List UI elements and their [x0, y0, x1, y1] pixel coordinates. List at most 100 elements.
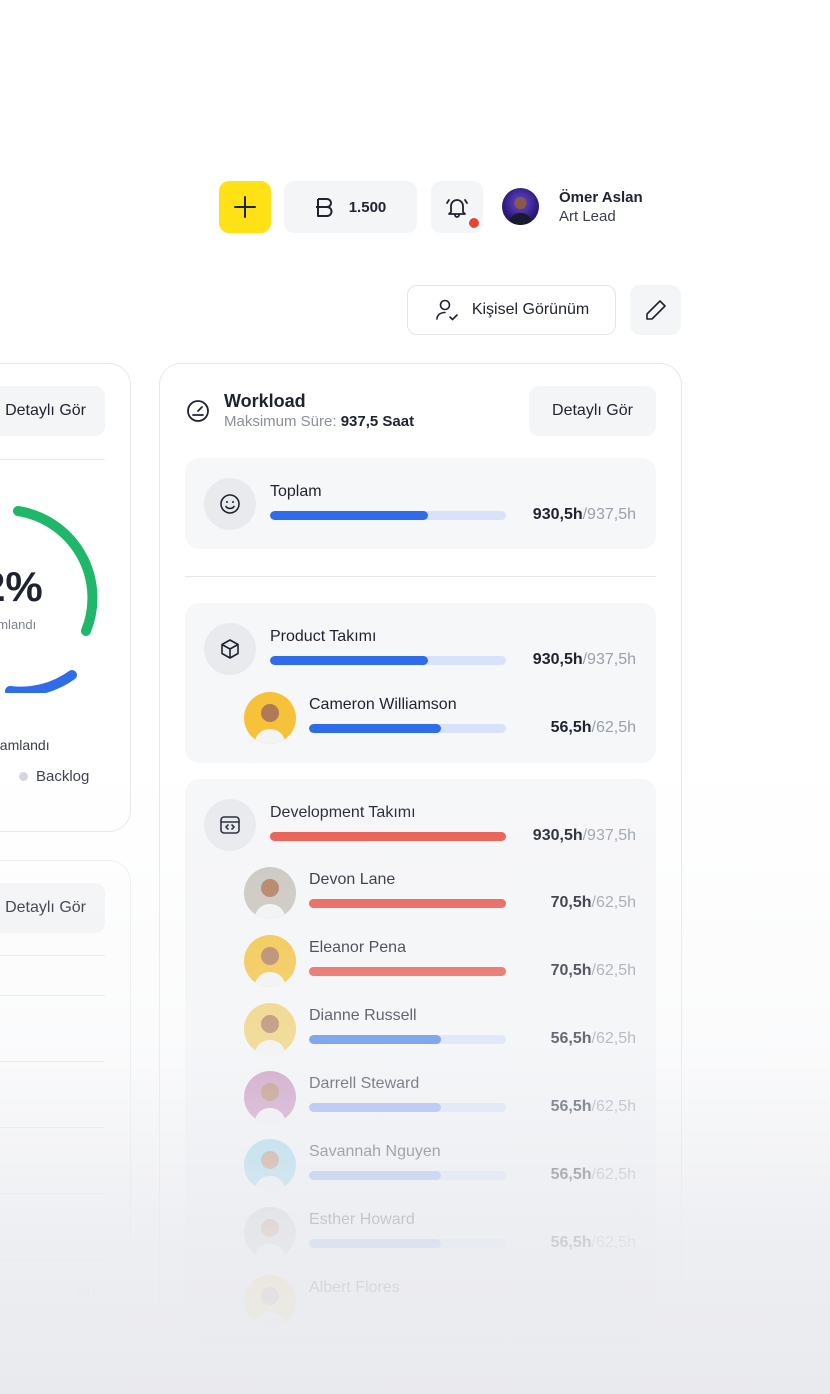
member-name: Darrell Steward — [309, 1075, 420, 1092]
member-avatar[interactable] — [244, 1003, 296, 1055]
group-progress-fill — [270, 656, 429, 665]
bell-icon — [446, 199, 468, 218]
member-avatar[interactable] — [244, 692, 296, 744]
member-avatar[interactable] — [244, 935, 296, 987]
total-progress-fill — [270, 511, 429, 520]
completion-detail-label: Detaylı Gör — [5, 402, 86, 419]
workload-detail-button[interactable]: Detaylı Gör — [529, 386, 656, 436]
coin-balance: 1.500 — [348, 198, 387, 216]
group-name-development: Development Takımı — [270, 804, 416, 821]
development-icon-circle — [204, 799, 256, 851]
member-avatar[interactable] — [244, 1275, 296, 1327]
member-hours-value: 56,5h — [550, 1234, 592, 1251]
group-hours: 930,5h/937,5h — [506, 827, 636, 845]
pencil-icon — [645, 300, 666, 320]
completion-percent: 2% — [0, 563, 43, 610]
add-button[interactable] — [219, 181, 271, 233]
member-progress-bar — [309, 967, 506, 976]
group-hours: 930,5h/937,5h — [506, 651, 636, 669]
member-hours-max: /62,5h — [591, 1098, 636, 1115]
member-hours: 70,5h/62,5h — [506, 962, 636, 980]
member-progress-bar — [309, 1171, 506, 1180]
member-progress-fill — [309, 1035, 441, 1044]
total-hours-max: /937,5h — [582, 506, 636, 523]
member-name: Eleanor Pena — [309, 939, 406, 956]
member-hours-max: /62,5h — [591, 1166, 636, 1183]
group-hours-value: 930,5h — [532, 827, 583, 844]
personal-view-button[interactable]: Kişisel Görünüm — [407, 285, 616, 335]
member-hours: 56,5h/62,5h — [506, 719, 636, 737]
member-progress-bar — [309, 1035, 506, 1044]
member-hours-value: 56,5h — [550, 719, 592, 736]
axis-tick-label: 010 — [77, 1284, 101, 1300]
member-name: Devon Lane — [309, 871, 396, 888]
member-hours-max: /62,5h — [591, 1030, 636, 1047]
legend-done: namlandı — [0, 737, 50, 753]
member-hours: 56,5h/62,5h — [506, 1098, 636, 1116]
user-role: Art Lead — [559, 208, 616, 225]
member-avatar[interactable] — [244, 1139, 296, 1191]
total-panel — [185, 458, 656, 549]
legend-backlog-dot — [19, 772, 28, 781]
member-progress-bar — [309, 724, 506, 733]
workload-subtitle: Maksimum Süre: 937,5 Saat — [224, 413, 414, 430]
member-hours-max: /62,5h — [591, 719, 636, 736]
member-progress-fill — [309, 899, 506, 908]
user-name: Ömer Aslan — [559, 189, 643, 206]
total-label: Toplam — [270, 483, 322, 500]
group-hours-max: /937,5h — [582, 651, 636, 668]
member-avatar[interactable] — [244, 867, 296, 919]
chart-detail-label: Detaylı Gör — [5, 899, 86, 916]
group-progress-bar — [270, 656, 506, 665]
member-name: Savannah Nguyen — [309, 1143, 441, 1160]
member-avatar[interactable] — [244, 1071, 296, 1123]
member-progress-fill — [309, 1103, 441, 1112]
ring-progress-done — [13, 506, 98, 636]
smile-icon — [220, 494, 240, 514]
workload-title: Workload — [224, 391, 306, 411]
grid-line — [0, 1259, 105, 1260]
edit-button[interactable] — [630, 285, 681, 335]
grid-line — [0, 1127, 105, 1128]
total-progress-bar — [270, 511, 506, 520]
grid-line — [0, 995, 105, 996]
member-progress-fill — [309, 1171, 441, 1180]
member-progress-bar — [309, 899, 506, 908]
code-window-icon — [220, 816, 240, 834]
product-icon-circle — [204, 623, 256, 675]
member-progress-bar — [309, 1103, 506, 1112]
coin-balance-button[interactable]: 1.500 — [284, 181, 417, 233]
notifications-button[interactable] — [431, 181, 483, 233]
group-hours-max: /937,5h — [582, 827, 636, 844]
notification-badge — [467, 216, 481, 230]
completion-ring — [5, 506, 98, 693]
member-avatar[interactable] — [244, 1207, 296, 1259]
user-avatar[interactable] — [502, 188, 539, 225]
member-name: Cameron Williamson — [309, 696, 457, 713]
workload-detail-label: Detaylı Gör — [552, 402, 633, 419]
member-hours-max: /62,5h — [591, 962, 636, 979]
workload-divider — [185, 576, 656, 577]
member-progress-fill — [309, 967, 506, 976]
member-name: Esther Howard — [309, 1211, 415, 1228]
chart-detail-button[interactable]: Detaylı Gör — [0, 883, 105, 933]
member-hours-value: 56,5h — [550, 1030, 592, 1047]
member-hours-value: 56,5h — [550, 1098, 592, 1115]
member-progress-bar — [309, 1239, 506, 1248]
group-progress-bar — [270, 832, 506, 841]
divider — [0, 459, 105, 460]
member-name: Dianne Russell — [309, 1007, 417, 1024]
grid-line — [0, 1061, 105, 1062]
gauge-icon — [187, 400, 209, 422]
member-progress-fill — [309, 724, 441, 733]
member-hours-max: /62,5h — [591, 1234, 636, 1251]
member-progress-fill — [309, 1239, 441, 1248]
group-hours-value: 930,5h — [532, 651, 583, 668]
member-name: Albert Flores — [309, 1279, 400, 1296]
bitcoin-b-icon — [315, 198, 333, 217]
completion-detail-button[interactable]: Detaylı Gör — [0, 386, 105, 436]
total-hours-value: 930,5h — [532, 506, 583, 523]
personal-view-label: Kişisel Görünüm — [471, 301, 590, 318]
total-hours: 930,5h/937,5h — [506, 506, 636, 524]
completion-subtitle: amlandı — [0, 617, 37, 632]
